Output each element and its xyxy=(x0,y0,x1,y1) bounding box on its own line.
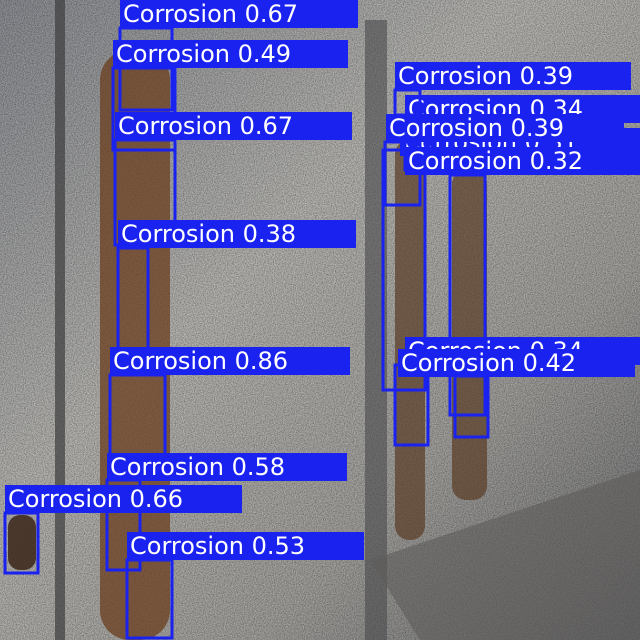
detection-label: Corrosion 0.42 xyxy=(401,349,576,377)
label-background xyxy=(127,532,364,560)
label-background xyxy=(386,114,624,142)
label-background xyxy=(110,347,350,375)
label-background xyxy=(398,349,635,377)
label-background xyxy=(120,0,358,28)
label-background xyxy=(395,62,631,90)
plate-edge xyxy=(370,470,640,640)
detection-label: Corrosion 0.32 xyxy=(408,147,583,175)
detection-label: Corrosion 0.39 xyxy=(389,114,564,142)
detection-label: Corrosion 0.49 xyxy=(116,40,291,68)
label-background xyxy=(107,453,347,481)
rust-spot xyxy=(8,515,36,570)
rust-streak xyxy=(452,170,487,500)
detection-label: Corrosion 0.67 xyxy=(123,0,298,28)
detection-label: Corrosion 0.66 xyxy=(8,485,183,513)
detection-label: Corrosion 0.67 xyxy=(118,112,293,140)
detection-label: Corrosion 0.86 xyxy=(113,347,288,375)
detection-label: Corrosion 0.39 xyxy=(398,62,573,90)
label-background xyxy=(118,220,356,248)
label-background xyxy=(405,147,640,175)
label-background xyxy=(5,485,242,513)
detection-label: Corrosion 0.38 xyxy=(121,220,296,248)
label-background xyxy=(115,112,352,140)
detections: Corrosion 0.67 Corrosion 0.49 Corrosion 0.… xyxy=(3,0,640,640)
label-background xyxy=(113,40,348,68)
seam xyxy=(55,0,65,640)
detection-label: Corrosion 0.58 xyxy=(110,453,285,481)
detection-label: Corrosion 0.53 xyxy=(130,532,305,560)
